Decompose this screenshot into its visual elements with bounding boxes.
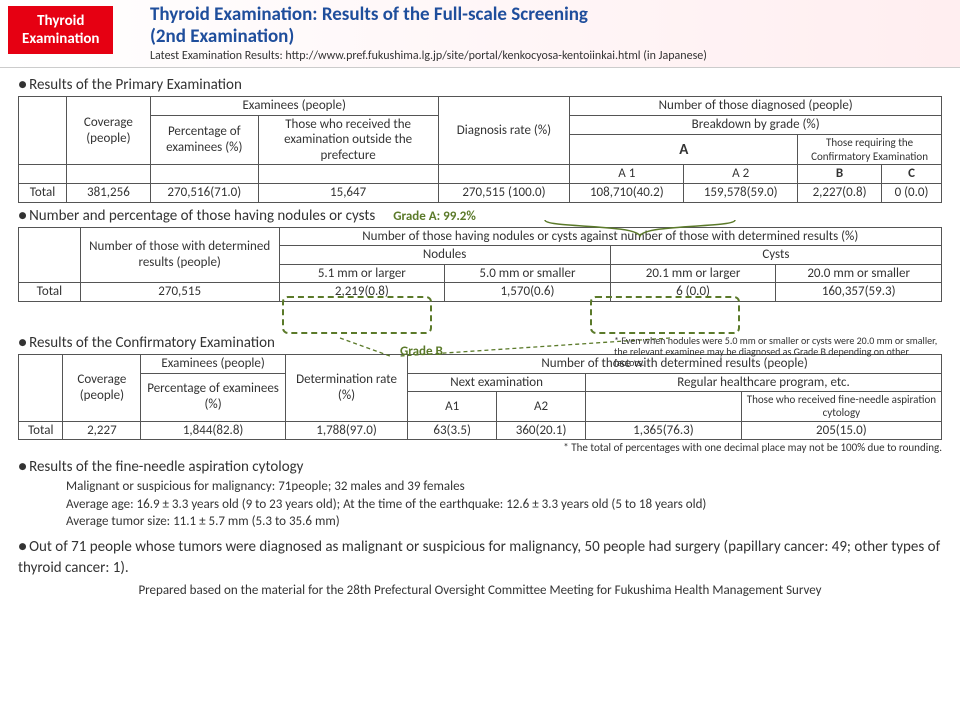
h-reg: Regular healthcare program, etc. [586,373,942,392]
cell: 2,219(0.8) [279,283,445,302]
h-n2: 5.0 mm or smaller [445,264,611,283]
section-surgery: Out of 71 people whose tumors were diagn… [0,531,960,579]
h-A: A [570,134,798,165]
h-c1: 20.1 mm or larger [610,264,776,283]
h-n1: 5.1 mm or larger [279,264,445,283]
h-A1c: A1 [408,392,497,421]
note-gradeB: * Even when nodules were 5.0 mm or small… [614,335,940,368]
badge-line2: Examination [22,30,99,48]
cell: 1,788(97.0) [285,421,407,440]
section-fine-needle: Results of the fine-needle aspiration cy… [0,458,960,531]
section-head-surgery: Out of 71 people whose tumors were diagn… [18,537,942,579]
h-det: Number of those with determined results … [80,227,279,283]
h-c2: 20.0 mm or smaller [776,264,942,283]
footer-source: Prepared based on the material for the 2… [0,583,960,598]
h-coverage: Coverage (people) [66,97,150,165]
h-pct: Percentage of examinees (%) [150,115,258,165]
source-url: Latest Examination Results: http://www.p… [150,49,952,63]
h-B: B [798,165,882,184]
h-breakdown: Breakdown by grade (%) [570,115,942,134]
table-row: Total 381,256 270,516(71.0) 15,647 270,5… [19,183,942,202]
cell: 2,227 [63,421,141,440]
section-head-primary: Results of the Primary Examination [18,76,942,94]
table-row: Total 2,227 1,844(82.8) 1,788(97.0) 63(3… [19,421,942,440]
fine-l1: Malignant or suspicious for malignancy: … [66,478,942,496]
cell-total: Total [19,183,67,202]
h-C: C [882,165,942,184]
h-outside: Those who received the examination outsi… [258,115,438,165]
cell: 0 (0.0) [882,183,942,202]
cell: 1,570(0.6) [445,283,611,302]
section-confirmatory: Results of the Confirmatory Examination … [0,302,960,454]
cell: 1,844(82.8) [141,421,286,440]
annot-gradeA: Grade A: 99.2% [393,209,476,224]
table-row: Total 270,515 2,219(0.8) 1,570(0.6) 6 (0… [19,283,942,302]
cell: 159,578(59.0) [684,183,798,202]
cell: 160,357(59.3) [776,283,942,302]
cell: 63(3.5) [408,421,497,440]
section-primary: Results of the Primary Examination Cover… [0,68,960,203]
h-cysts: Cysts [610,246,941,265]
table-primary: Coverage (people) Examinees (people) Dia… [18,96,942,203]
section-head-nodules: Number and percentage of those having no… [18,207,375,225]
cell: 2,227(0.8) [798,183,882,202]
cell: 270,515 [80,283,279,302]
cell: 6 (0.0) [610,283,776,302]
cell: 360(20.1) [497,421,586,440]
h-conf: Those requiring the Confirmatory Examina… [798,134,942,165]
h-fine: Those who received fine-needle aspiratio… [741,392,941,421]
badge-line1: Thyroid [37,12,84,30]
table-nodules: Number of those with determined results … [18,227,942,302]
cell: 381,256 [66,183,150,202]
note-rounding: * The total of percentages with one deci… [18,441,942,454]
cell: 108,710(40.2) [570,183,684,202]
fine-l3: Average tumor size: 11.1 ± 5.7 mm (5.3 t… [66,513,942,531]
cell: 15,647 [258,183,438,202]
page-title: Thyroid Examination: Results of the Full… [150,4,952,48]
annot-gradeB: Grade B [400,344,443,359]
cell-total: Total [19,283,81,302]
header: Thyroid Examination Thyroid Examination:… [0,0,960,68]
h-diag: Diagnosis rate (%) [438,97,570,165]
cell: 205(15.0) [741,421,941,440]
h-pct3: Percentage of examinees (%) [141,373,286,421]
h-nodules: Nodules [279,246,610,265]
section-nodules: Number and percentage of those having no… [0,203,960,302]
h-coverage3: Coverage (people) [63,354,141,421]
h-examinees3: Examinees (people) [141,354,286,373]
h-detrate: Determination rate (%) [285,354,407,421]
h-examinees: Examinees (people) [150,97,438,116]
cell-total: Total [19,421,63,440]
thyroid-badge: Thyroid Examination [8,6,113,54]
cell: 270,515 (100.0) [438,183,570,202]
h-A2: A 2 [684,165,798,184]
h-next: Next examination [408,373,586,392]
fine-l2: Average age: 16.9 ± 3.3 years old (9 to … [66,496,942,514]
h-A1: A 1 [570,165,684,184]
h-having: Number of those having nodules or cysts … [279,227,941,246]
cell: 1,365(76.3) [586,421,742,440]
h-numdiag: Number of those diagnosed (people) [570,97,942,116]
section-head-fine: Results of the fine-needle aspiration cy… [18,458,942,476]
h-A2c: A2 [497,392,586,421]
cell: 270,516(71.0) [150,183,258,202]
